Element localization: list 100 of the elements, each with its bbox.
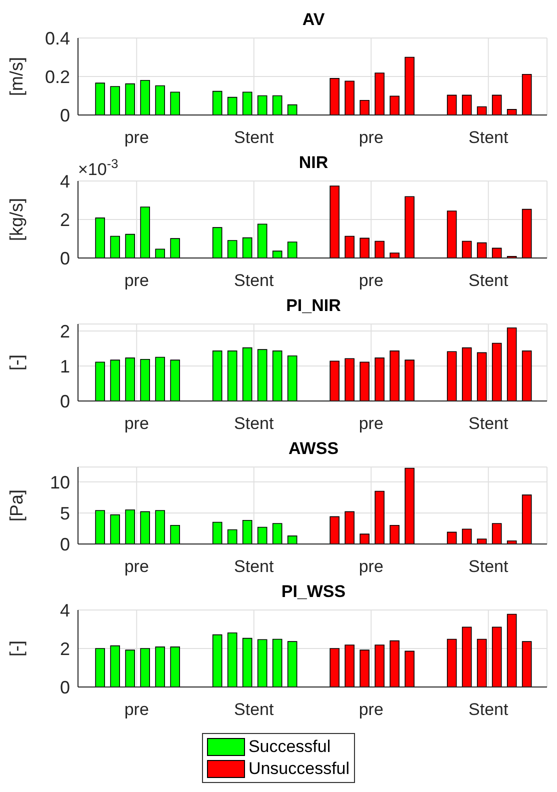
bar [506, 614, 517, 687]
legend-label: Unsuccessful [248, 759, 350, 779]
bar [492, 523, 502, 544]
bar [287, 242, 298, 258]
bar [404, 56, 414, 115]
bar [227, 632, 238, 687]
bar [125, 509, 135, 544]
bar [125, 83, 135, 115]
chart-title: AWSS [287, 439, 340, 459]
bar [344, 644, 354, 687]
bar [110, 645, 120, 687]
bar [95, 648, 105, 687]
y-tick-label: 0.2 [44, 66, 70, 87]
bar [446, 210, 457, 258]
y-tick-label: 0.4 [44, 28, 70, 48]
x-tick-label: Stent [468, 271, 508, 290]
bar [522, 641, 532, 687]
bar [227, 350, 238, 401]
bar [344, 80, 354, 115]
bar [404, 468, 414, 544]
bar [125, 650, 135, 687]
bar [155, 248, 165, 258]
bar [110, 514, 120, 544]
y-axis-title: [-] [6, 640, 26, 656]
x-tick-label: pre [124, 271, 149, 290]
bar [522, 74, 532, 115]
x-tick-label: pre [358, 700, 384, 720]
bar [344, 358, 354, 401]
bar [95, 362, 105, 401]
x-tick-label: Stent [468, 557, 508, 576]
bar [140, 80, 150, 115]
x-tick-label: pre [124, 700, 149, 720]
bar [170, 524, 180, 544]
bar [125, 358, 135, 401]
bar [242, 638, 252, 687]
x-tick-label: pre [124, 414, 149, 434]
bar [360, 650, 370, 687]
bar [462, 240, 472, 258]
bar [446, 94, 457, 115]
bar [212, 90, 222, 115]
bar [257, 349, 268, 401]
bar [242, 92, 252, 115]
bar [404, 196, 414, 258]
bar [360, 100, 370, 115]
y-axis-title: [Pa] [6, 489, 26, 522]
bar [492, 248, 502, 258]
bar [272, 95, 282, 115]
bar [257, 526, 268, 544]
bar [462, 528, 472, 544]
bar [257, 639, 268, 687]
bar [212, 522, 222, 544]
chart-title: PI_NIR [285, 296, 342, 316]
chart-title: AV [301, 10, 326, 30]
y-tick-label: 0 [60, 248, 70, 268]
y-tick-label: 0 [60, 105, 70, 126]
bar [272, 523, 282, 544]
y-tick-label: 2 [60, 638, 70, 659]
bar [522, 494, 532, 544]
bar [522, 350, 532, 401]
bar [492, 626, 502, 687]
bar [170, 92, 180, 115]
bar [446, 351, 457, 401]
bar [344, 236, 354, 258]
bar [390, 96, 400, 115]
x-tick-label: Stent [234, 128, 274, 148]
bar [170, 238, 180, 258]
x-tick-label: Stent [234, 271, 274, 290]
text: ×10$^{-3}$ [78, 156, 118, 179]
bar [272, 350, 282, 401]
bar [506, 109, 517, 115]
bar [140, 206, 150, 258]
bar [140, 511, 150, 544]
bar [330, 648, 340, 687]
bar [287, 641, 298, 687]
bar [522, 208, 532, 258]
x-tick-label: pre [124, 557, 149, 576]
bar [110, 360, 120, 401]
y-tick-label: 0 [60, 391, 70, 412]
bar [374, 358, 384, 401]
bar [390, 252, 400, 258]
bar [404, 650, 414, 687]
y-tick-label: 10 [50, 472, 70, 492]
bar [170, 646, 180, 687]
bar [227, 240, 238, 258]
bar [446, 638, 457, 687]
x-tick-label: pre [358, 128, 384, 148]
bar [344, 511, 354, 544]
y-tick-label: 2 [60, 210, 70, 230]
x-tick-label: Stent [234, 414, 274, 434]
bar [287, 355, 298, 401]
bar [462, 626, 472, 687]
x-tick-label: pre [124, 128, 149, 148]
bar [95, 510, 105, 544]
bar [140, 648, 150, 687]
bar [212, 634, 222, 687]
bar [330, 186, 340, 258]
bar [110, 86, 120, 115]
y-axis-title: [kg/s] [6, 198, 26, 242]
bar [155, 85, 165, 115]
bar [492, 94, 502, 115]
